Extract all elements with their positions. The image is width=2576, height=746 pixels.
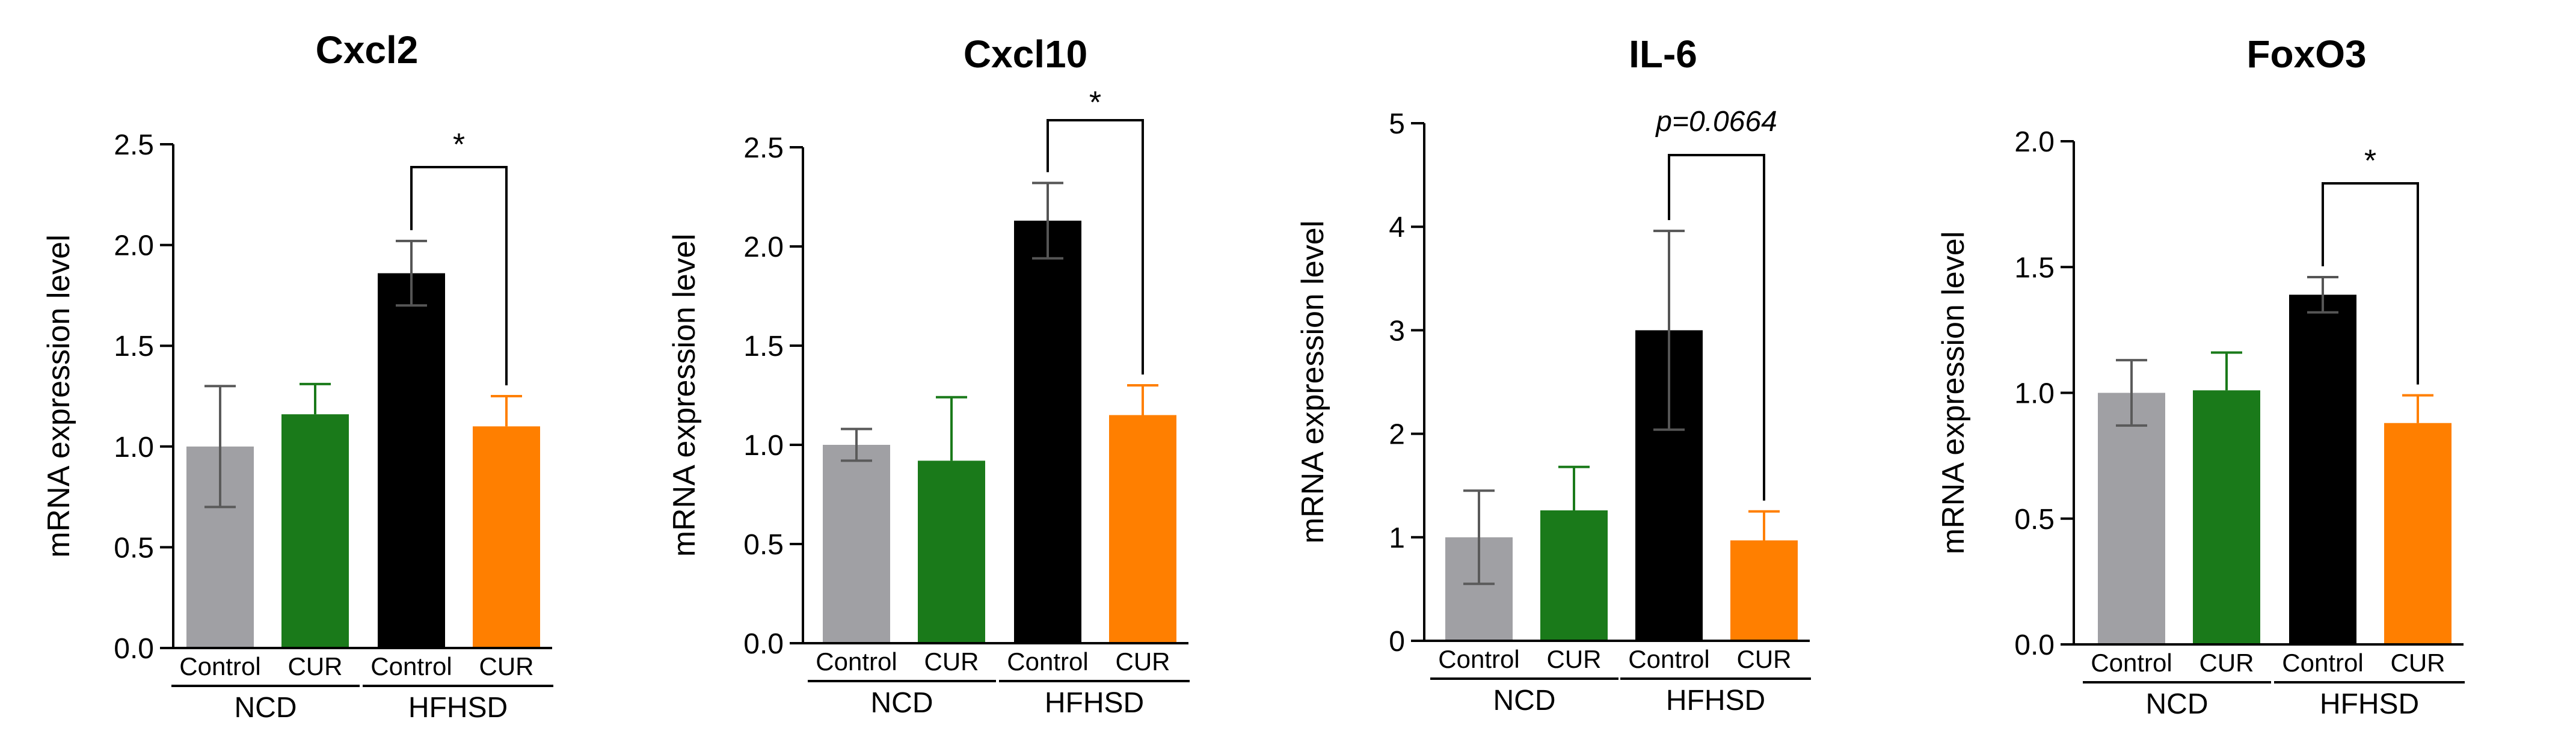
group-label: HFHSD xyxy=(1666,685,1765,717)
group-label: NCD xyxy=(871,687,933,719)
bar-control-2 xyxy=(1014,221,1081,644)
category-label: Control xyxy=(179,652,260,680)
y-tick-label: 0.0 xyxy=(114,633,154,665)
group-label: NCD xyxy=(235,692,297,724)
significance-label: * xyxy=(1089,85,1101,120)
y-tick-label: 0.0 xyxy=(2014,629,2055,661)
category-label: CUR xyxy=(2199,649,2254,677)
bar-cur-3 xyxy=(473,426,540,648)
category-label: Control xyxy=(2282,649,2363,677)
bar-control-0 xyxy=(823,445,890,643)
significance-label: * xyxy=(453,127,465,162)
y-tick-label: 1.0 xyxy=(114,432,154,463)
y-axis-label: mRNA expression level xyxy=(667,234,702,557)
y-axis-label: mRNA expression level xyxy=(1936,231,1971,555)
y-tick-label: 1.5 xyxy=(743,331,784,362)
significance-label: p=0.0664 xyxy=(1655,106,1777,138)
group-label: HFHSD xyxy=(2320,688,2419,720)
y-tick-label: 0.5 xyxy=(743,529,784,561)
y-tick-label: 2.5 xyxy=(114,129,154,161)
category-label: Control xyxy=(370,652,452,680)
significance-bracket xyxy=(410,166,508,385)
category-label: CUR xyxy=(479,652,534,680)
significance-bracket xyxy=(1668,154,1765,501)
y-tick-label: 1.0 xyxy=(743,430,784,462)
significance-bracket xyxy=(2322,182,2419,385)
category-label: CUR xyxy=(1116,647,1170,676)
category-label: Control xyxy=(1007,647,1088,676)
group-label: HFHSD xyxy=(408,692,508,724)
significance-bracket xyxy=(1047,119,1144,375)
y-tick-label: 1.0 xyxy=(2014,378,2055,410)
bar-control-0 xyxy=(2098,393,2165,644)
y-tick-label: 1 xyxy=(1389,522,1405,554)
y-tick-label: 1.5 xyxy=(114,331,154,362)
y-tick-label: 2.0 xyxy=(743,231,784,263)
significance-label: * xyxy=(2364,144,2376,179)
category-label: Control xyxy=(2091,649,2172,677)
chart-title: Cxcl10 xyxy=(964,32,1087,76)
bar-cur-1 xyxy=(2193,390,2260,644)
bar-cur-1 xyxy=(918,460,985,643)
y-axis-label: mRNA expression level xyxy=(41,234,76,558)
y-tick-label: 4 xyxy=(1389,212,1405,243)
y-tick-label: 0.0 xyxy=(743,628,784,660)
y-tick-label: 0.5 xyxy=(114,532,154,564)
bar-control-2 xyxy=(378,273,445,648)
category-label: Control xyxy=(1438,645,1519,673)
bar-control-2 xyxy=(2289,295,2356,644)
category-label: CUR xyxy=(2391,649,2445,677)
bar-cur-3 xyxy=(1109,415,1176,643)
bar-cur-1 xyxy=(281,414,349,648)
chart-panel-cxcl2: Cxcl2 mRNA expression level 0.0 0.5 1.0 1.5 2.… xyxy=(41,28,553,724)
bar-cur-3 xyxy=(1730,540,1798,641)
y-axis-label: mRNA expression level xyxy=(1296,221,1330,544)
y-tick-label: 0 xyxy=(1389,626,1405,658)
category-label: CUR xyxy=(1737,645,1792,673)
y-tick-label: 2.5 xyxy=(743,132,784,164)
group-label: HFHSD xyxy=(1045,687,1144,719)
y-tick-label: 3 xyxy=(1389,315,1405,347)
chart-panel-foxo3: FoxO3 mRNA expression level 0.0 0.5 1.0 1.5 2.… xyxy=(1936,32,2465,720)
category-label: CUR xyxy=(924,647,979,676)
chart-title: FoxO3 xyxy=(2246,32,2366,76)
y-tick-label: 0.5 xyxy=(2014,504,2055,536)
category-label: Control xyxy=(816,647,897,676)
chart-panel-il-6: IL-6 mRNA expression level 0 1 2 3 4 5 Control CU… xyxy=(1296,32,1811,717)
chart-title: Cxcl2 xyxy=(316,28,419,72)
category-label: CUR xyxy=(1547,645,1602,673)
y-tick-label: 2.0 xyxy=(114,230,154,262)
bar-cur-3 xyxy=(2384,423,2452,644)
category-label: Control xyxy=(1628,645,1709,673)
y-tick-label: 5 xyxy=(1389,108,1405,140)
group-label: NCD xyxy=(1493,685,1556,717)
y-tick-label: 2.0 xyxy=(2014,126,2055,158)
y-tick-label: 2 xyxy=(1389,419,1405,451)
chart-panel-cxcl10: Cxcl10 mRNA expression level 0.0 0.5 1.0 1.5 2… xyxy=(667,32,1190,719)
bar-cur-1 xyxy=(1540,510,1608,641)
y-tick-label: 1.5 xyxy=(2014,252,2055,284)
category-label: CUR xyxy=(288,652,343,680)
chart-title: IL-6 xyxy=(1629,32,1697,76)
group-label: NCD xyxy=(2146,688,2209,720)
